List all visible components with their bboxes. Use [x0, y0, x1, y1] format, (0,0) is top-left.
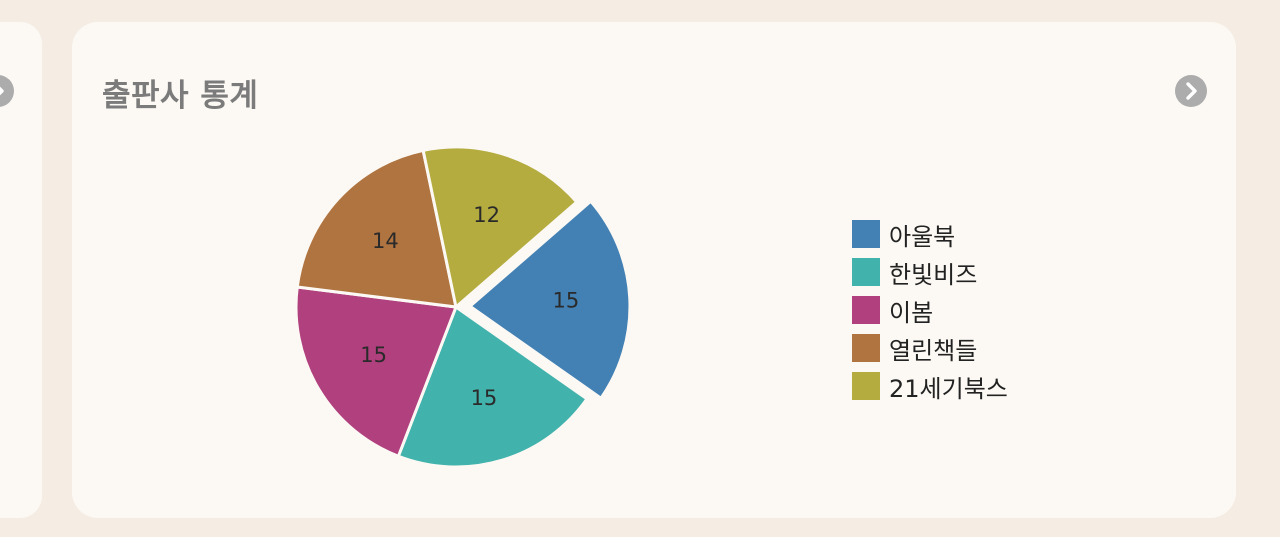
chevron-right-icon: [1186, 82, 1197, 100]
pie-slice-label-4: 14: [372, 229, 399, 253]
pie-slice-label-2: 15: [471, 386, 498, 410]
legend-item-3[interactable]: 이봄: [852, 291, 1008, 329]
previous-stats-card: [0, 22, 42, 518]
legend-swatch: [852, 334, 880, 362]
pie-chart: 15 15 15 14 12: [294, 145, 632, 469]
legend-item-4[interactable]: 열린책들: [852, 329, 1008, 367]
pie-slice-3[interactable]: [294, 285, 458, 458]
legend-label: 이봄: [889, 298, 934, 327]
legend-label: 한빛비즈: [889, 260, 978, 289]
legend-item-2[interactable]: 한빛비즈: [852, 253, 1008, 291]
legend-swatch: [852, 220, 880, 248]
pie-slice-label-1: 15: [552, 288, 579, 312]
pie-slice-label-5: 12: [473, 203, 500, 227]
pie-slice-4[interactable]: [295, 148, 458, 309]
card-title: 출판사 통계: [102, 78, 259, 114]
legend-label: 21세기북스: [889, 374, 1008, 403]
pie-slice-5[interactable]: [421, 145, 579, 309]
pie-slice-2[interactable]: [396, 305, 589, 469]
legend-item-5[interactable]: 21세기북스: [852, 367, 1008, 405]
previous-card-next-button[interactable]: [0, 75, 14, 107]
pie-slice-1[interactable]: [468, 199, 632, 400]
legend-swatch: [852, 296, 880, 324]
card-next-button[interactable]: [1175, 75, 1207, 107]
legend-label: 아울북: [889, 222, 956, 251]
pie-slice-label-3: 15: [360, 343, 387, 367]
legend-item-1[interactable]: 아울북: [852, 215, 1008, 253]
legend-label: 열린책들: [889, 336, 978, 365]
chevron-right-icon: [0, 86, 4, 96]
legend-swatch: [852, 372, 880, 400]
legend-swatch: [852, 258, 880, 286]
